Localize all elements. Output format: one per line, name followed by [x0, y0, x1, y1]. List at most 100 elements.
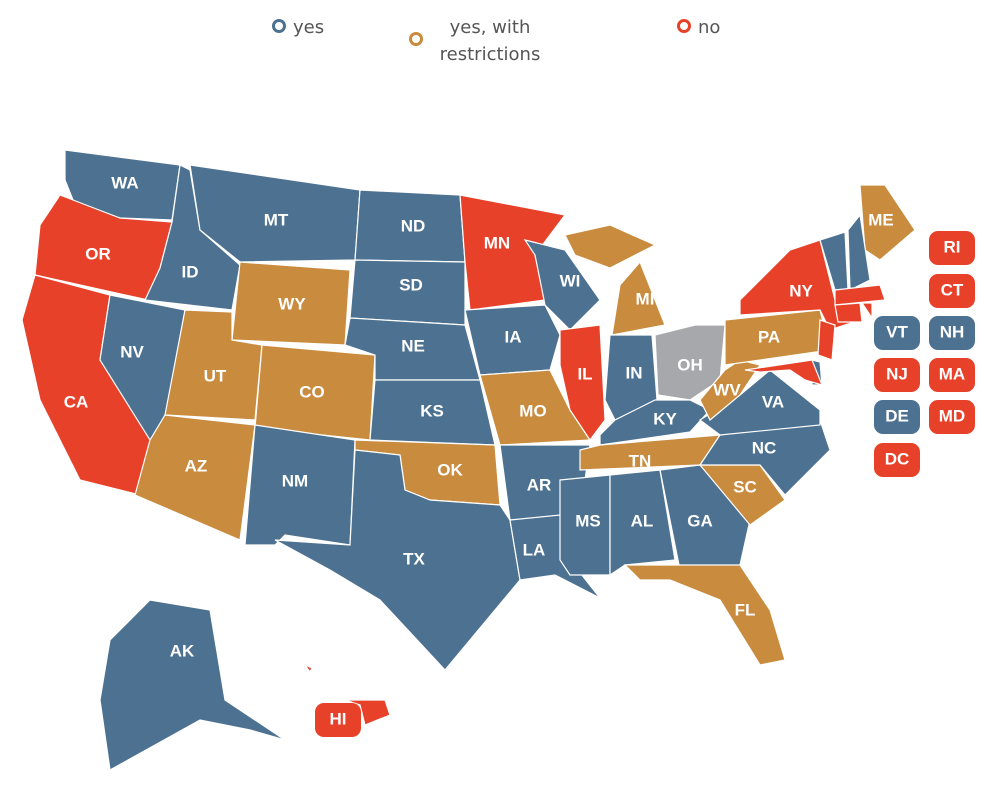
state-shape [254, 344, 376, 441]
state-badge [874, 316, 920, 350]
state-shape [274, 449, 521, 671]
state-shape [34, 194, 173, 301]
state-shape [231, 261, 351, 346]
state-label: MS [575, 511, 601, 530]
state-label: VT [886, 322, 908, 341]
state-shape [499, 444, 591, 521]
state-shape [244, 424, 356, 546]
state-shape [659, 464, 751, 571]
state-label: VA [762, 392, 784, 411]
state-shape [509, 514, 601, 599]
state-label: CT [941, 280, 964, 299]
state-label: NJ [886, 364, 908, 383]
legend-item: yes, with restrictions [409, 14, 550, 68]
state-shape [859, 184, 916, 261]
state-shape [623, 564, 786, 666]
state-label: GA [687, 511, 713, 530]
state-shape [354, 189, 466, 263]
state-label: IL [577, 364, 592, 383]
state-shape [860, 302, 873, 320]
legend-dot [272, 19, 286, 33]
state-shape [698, 464, 786, 526]
state-shape [64, 149, 181, 221]
state-label: SC [733, 477, 757, 496]
state-label: IA [505, 327, 522, 346]
state-shape [134, 414, 256, 541]
state-shape [699, 359, 761, 421]
state-label: KS [420, 401, 444, 420]
state-label: FL [735, 600, 756, 619]
legend-label: yes [293, 17, 325, 38]
state-shape [354, 439, 501, 506]
state-label: NV [120, 342, 144, 361]
state-label: MI [636, 289, 655, 308]
state-label: NE [401, 336, 425, 355]
state-badge [929, 400, 975, 434]
state-label: ME [868, 210, 894, 229]
state-label: MA [939, 364, 965, 383]
state-label: DE [885, 406, 909, 425]
state-shape [303, 663, 391, 726]
state-label: ND [401, 216, 426, 235]
legend-label: yes, with restrictions [439, 17, 541, 65]
state-label: NY [789, 281, 813, 300]
state-label: MN [484, 233, 510, 252]
state-shape [464, 304, 561, 376]
state-shape [744, 359, 824, 386]
state-shape [834, 302, 863, 323]
state-label: CO [299, 382, 325, 401]
state-label: IN [626, 363, 643, 382]
state-shape [654, 324, 726, 401]
state-badge [874, 358, 920, 392]
state-shape [21, 274, 171, 496]
state-label: NC [752, 438, 777, 457]
state-label: MO [519, 401, 546, 420]
state-shape [564, 224, 666, 336]
state-shape [349, 259, 466, 326]
state-shape [189, 164, 361, 263]
state-shape [459, 194, 567, 311]
state-shape [698, 419, 831, 496]
state-shape [819, 231, 849, 291]
state-label: TX [403, 549, 425, 568]
legend-item: yes [272, 14, 324, 41]
state-label: WV [713, 380, 741, 399]
state-shape [817, 319, 836, 361]
state-label: TN [629, 451, 652, 470]
state-shape [739, 239, 862, 331]
state-label: WA [111, 173, 138, 192]
state-label: AK [170, 641, 195, 660]
state-label: WI [560, 271, 581, 290]
state-label: ID [182, 262, 199, 281]
state-badge [315, 703, 361, 737]
state-label: OR [85, 244, 111, 263]
state-label: AL [631, 511, 654, 530]
state-badge [874, 443, 920, 477]
state-label: NH [940, 322, 965, 341]
state-shape [559, 324, 606, 442]
state-shape [811, 359, 823, 386]
state-shape [99, 599, 286, 771]
state-label: MD [939, 406, 965, 425]
legend-dot [409, 32, 423, 46]
state-label: NM [282, 471, 308, 490]
state-label: LA [523, 540, 546, 559]
legend-item: no [677, 14, 720, 41]
state-badge [929, 358, 975, 392]
state-label: KY [653, 409, 677, 428]
state-shape [369, 379, 496, 446]
state-shape [847, 213, 871, 291]
state-badge [929, 274, 975, 308]
state-shape [479, 369, 592, 446]
state-shape [604, 334, 658, 421]
state-shape [834, 284, 886, 306]
state-shape [599, 399, 711, 446]
state-shape [559, 474, 611, 576]
state-label: AR [527, 475, 552, 494]
state-badge [874, 400, 920, 434]
state-label: UT [204, 366, 227, 385]
state-shape [523, 239, 601, 331]
state-label: OK [437, 460, 463, 479]
